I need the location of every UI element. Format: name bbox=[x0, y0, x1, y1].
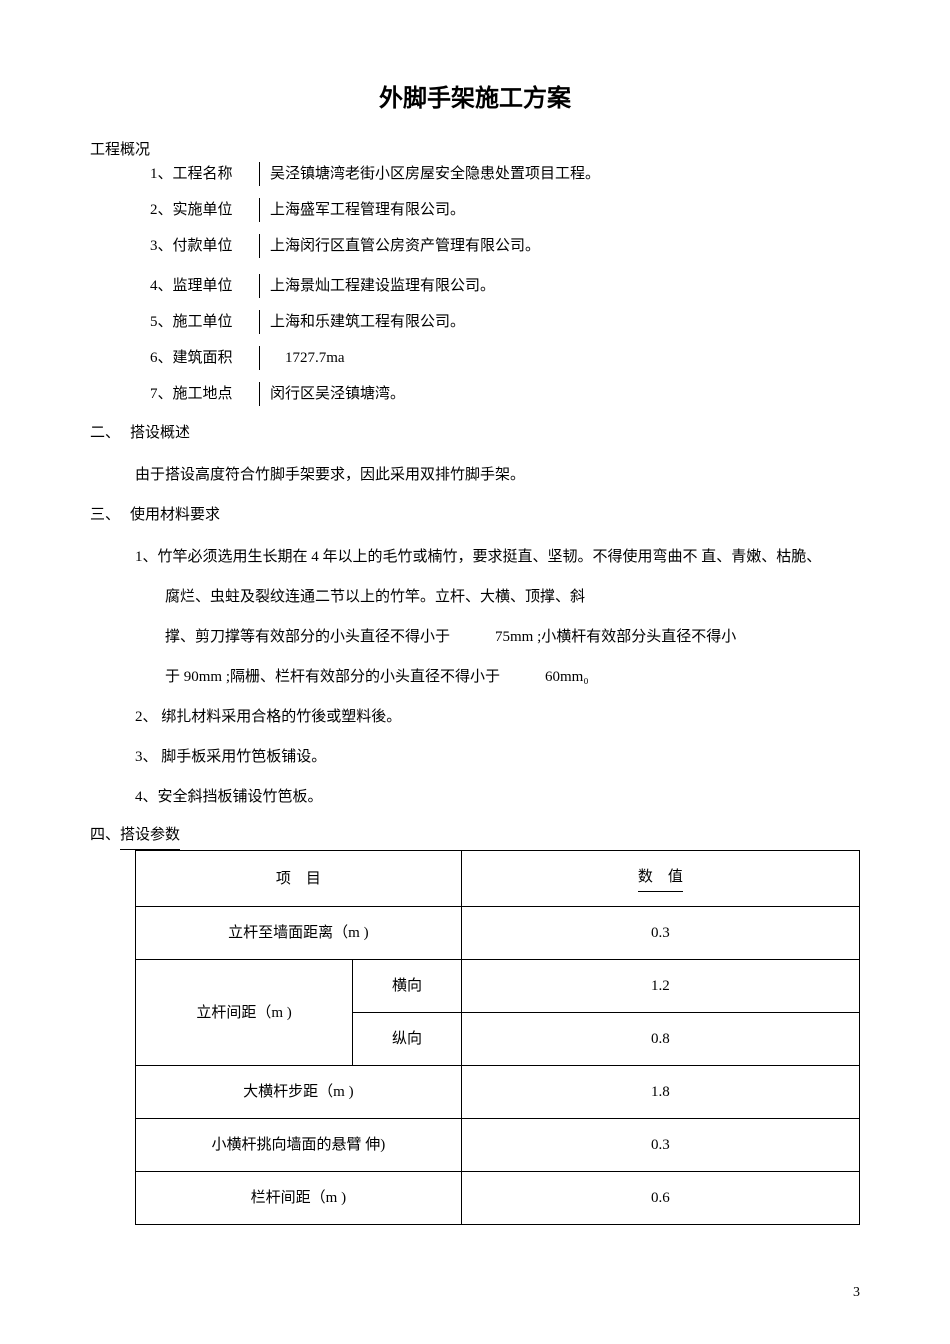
table-cell-label: 小横杆挑向墙面的悬臂 伸) bbox=[136, 1119, 462, 1172]
info-label: 1、工程名称 bbox=[150, 162, 260, 186]
table-row: 立杆间距（m ) 横向 1.2 bbox=[136, 960, 860, 1013]
info-row: 2、实施单位 上海盛军工程管理有限公司。 bbox=[150, 198, 860, 222]
table-cell-value: 0.3 bbox=[461, 907, 859, 960]
table-cell-label: 栏杆间距（m ) bbox=[136, 1172, 462, 1225]
info-row: 1、工程名称 吴泾镇塘湾老街小区房屋安全隐患处置项目工程。 bbox=[150, 162, 860, 186]
table-cell-label: 立杆至墙面距离（m ) bbox=[136, 907, 462, 960]
table-cell-label: 立杆间距（m ) bbox=[136, 960, 353, 1066]
table-cell-label: 大横杆步距（m ) bbox=[136, 1066, 462, 1119]
section-3-item2: 2、 绑扎材料采用合格的竹後或塑料後。 bbox=[135, 699, 860, 735]
section-3-item4: 4、安全斜挡板铺设竹笆板。 bbox=[135, 779, 860, 815]
table-cell-sublabel: 纵向 bbox=[353, 1013, 462, 1066]
section-4-heading: 四、搭设参数 bbox=[90, 823, 860, 850]
section-3-item1-line3: 撑、剪刀撑等有效部分的小头直径不得小于 75mm ;小横杆有效部分头直径不得小 bbox=[165, 619, 860, 655]
info-label: 7、施工地点 bbox=[150, 382, 260, 406]
info-label: 3、付款单位 bbox=[150, 234, 260, 258]
section-3-item1-line1: 1、竹竿必须选用生长期在 4 年以上的毛竹或楠竹，要求挺直、坚韧。不得使用弯曲不… bbox=[135, 539, 860, 575]
table-header-right: 数 值 bbox=[461, 851, 859, 907]
section-3-item3: 3、 脚手板采用竹笆板铺设。 bbox=[135, 739, 860, 775]
info-label: 6、建筑面积 bbox=[150, 346, 260, 370]
page-number: 3 bbox=[853, 1282, 860, 1304]
info-value: 1727.7ma bbox=[260, 346, 345, 370]
table-row: 栏杆间距（m ) 0.6 bbox=[136, 1172, 860, 1225]
table-header-left: 项 目 bbox=[136, 851, 462, 907]
section-3-heading: 三、使用材料要求 bbox=[90, 503, 860, 527]
table-row: 大横杆步距（m ) 1.8 bbox=[136, 1066, 860, 1119]
info-value: 上海盛军工程管理有限公司。 bbox=[260, 198, 465, 222]
info-value: 闵行区吴泾镇塘湾。 bbox=[260, 382, 405, 406]
project-info-list: 1、工程名称 吴泾镇塘湾老街小区房屋安全隐患处置项目工程。 2、实施单位 上海盛… bbox=[150, 162, 860, 406]
info-label: 5、施工单位 bbox=[150, 310, 260, 334]
table-cell-value: 0.6 bbox=[461, 1172, 859, 1225]
info-row: 4、监理单位 上海景灿工程建设监理有限公司。 bbox=[150, 274, 860, 298]
table-row: 项 目 数 值 bbox=[136, 851, 860, 907]
table-row: 小横杆挑向墙面的悬臂 伸) 0.3 bbox=[136, 1119, 860, 1172]
table-cell-value: 0.8 bbox=[461, 1013, 859, 1066]
table-cell-sublabel: 横向 bbox=[353, 960, 462, 1013]
info-value: 吴泾镇塘湾老街小区房屋安全隐患处置项目工程。 bbox=[260, 162, 600, 186]
info-label: 2、实施单位 bbox=[150, 198, 260, 222]
section-2-body: 由于搭设高度符合竹脚手架要求，因此采用双排竹脚手架。 bbox=[135, 457, 860, 493]
parameters-table: 项 目 数 值 立杆至墙面距离（m ) 0.3 立杆间距（m ) 横向 1.2 … bbox=[135, 850, 860, 1225]
info-row: 6、建筑面积 1727.7ma bbox=[150, 346, 860, 370]
info-row: 7、施工地点 闵行区吴泾镇塘湾。 bbox=[150, 382, 860, 406]
section-2-heading: 二、搭设概述 bbox=[90, 421, 860, 445]
table-cell-value: 1.2 bbox=[461, 960, 859, 1013]
section-3-item1-line4: 于 90mm ;隔栅、栏杆有效部分的小头直径不得小于 60mm₀ bbox=[165, 659, 860, 695]
info-row: 5、施工单位 上海和乐建筑工程有限公司。 bbox=[150, 310, 860, 334]
info-value: 上海景灿工程建设监理有限公司。 bbox=[260, 274, 495, 298]
info-label: 4、监理单位 bbox=[150, 274, 260, 298]
info-row: 3、付款单位 上海闵行区直管公房资产管理有限公司。 bbox=[150, 234, 860, 258]
section-3-item1-line2: 腐烂、虫蛀及裂纹连通二节以上的竹竿。立杆、大横、顶撑、斜 bbox=[165, 579, 860, 615]
page-title: 外脚手架施工方案 bbox=[90, 80, 860, 118]
table-cell-value: 0.3 bbox=[461, 1119, 859, 1172]
section-1-heading: 工程概况 bbox=[90, 138, 860, 162]
table-row: 立杆至墙面距离（m ) 0.3 bbox=[136, 907, 860, 960]
table-cell-value: 1.8 bbox=[461, 1066, 859, 1119]
info-value: 上海和乐建筑工程有限公司。 bbox=[260, 310, 465, 334]
info-value: 上海闵行区直管公房资产管理有限公司。 bbox=[260, 234, 540, 258]
